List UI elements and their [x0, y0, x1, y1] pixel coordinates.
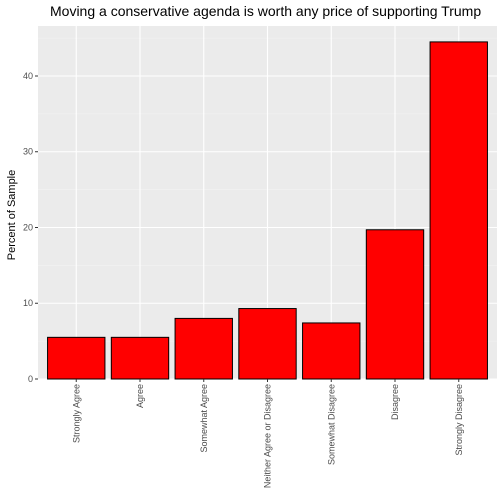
bar [47, 336, 106, 380]
bar [429, 41, 488, 380]
bar [365, 229, 425, 380]
y-axis-label: Percent of Sample [6, 170, 18, 261]
bar [110, 336, 170, 380]
chart-title: Moving a conservative agenda is worth an… [50, 3, 481, 19]
x-tick-label: Disagree [390, 384, 400, 420]
bar [238, 308, 297, 380]
x-tick-label: Strongly Disagree [454, 384, 464, 456]
major-gridlines [38, 26, 497, 380]
y-tick-label: 10 [23, 298, 33, 308]
y-tick-label: 20 [23, 222, 33, 232]
y-tick-label: 40 [23, 71, 33, 81]
x-tick-label: Somewhat Agree [199, 384, 209, 453]
x-tick-label: Neither Agree or Disagree [263, 384, 273, 488]
x-tick-label: Strongly Agree [71, 384, 81, 443]
bars [47, 41, 488, 380]
y-tick-label: 30 [23, 147, 33, 157]
y-axis: 0 10 20 30 40 [23, 71, 38, 384]
x-tick-label: Agree [135, 384, 145, 408]
x-axis: Strongly Agree Agree Somewhat Agree Neither… [71, 379, 464, 488]
y-tick-label: 0 [28, 374, 33, 384]
x-tick-label: Somewhat Disagree [326, 384, 336, 465]
bar [302, 322, 361, 380]
bar [174, 317, 233, 380]
